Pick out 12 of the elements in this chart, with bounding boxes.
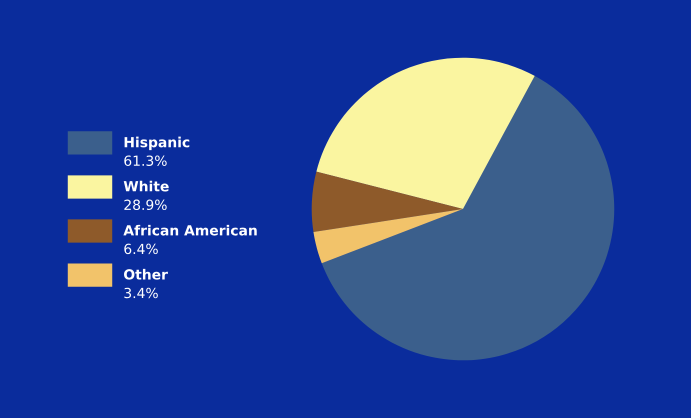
data-label: 28.9% <box>124 200 167 210</box>
data-label: 6.4% <box>124 244 158 254</box>
legend-label: African American <box>123 224 257 236</box>
pie-slice <box>316 58 535 209</box>
legend-label: White <box>124 180 169 192</box>
pie-slice <box>313 209 463 264</box>
data-label: 3.4% <box>124 288 158 298</box>
data-label: 61.3% <box>124 155 167 166</box>
pie-slice <box>312 172 463 232</box>
legend-label: Other <box>124 268 168 280</box>
legend-label: Hispanic <box>124 136 190 150</box>
pie-slice <box>322 76 614 360</box>
